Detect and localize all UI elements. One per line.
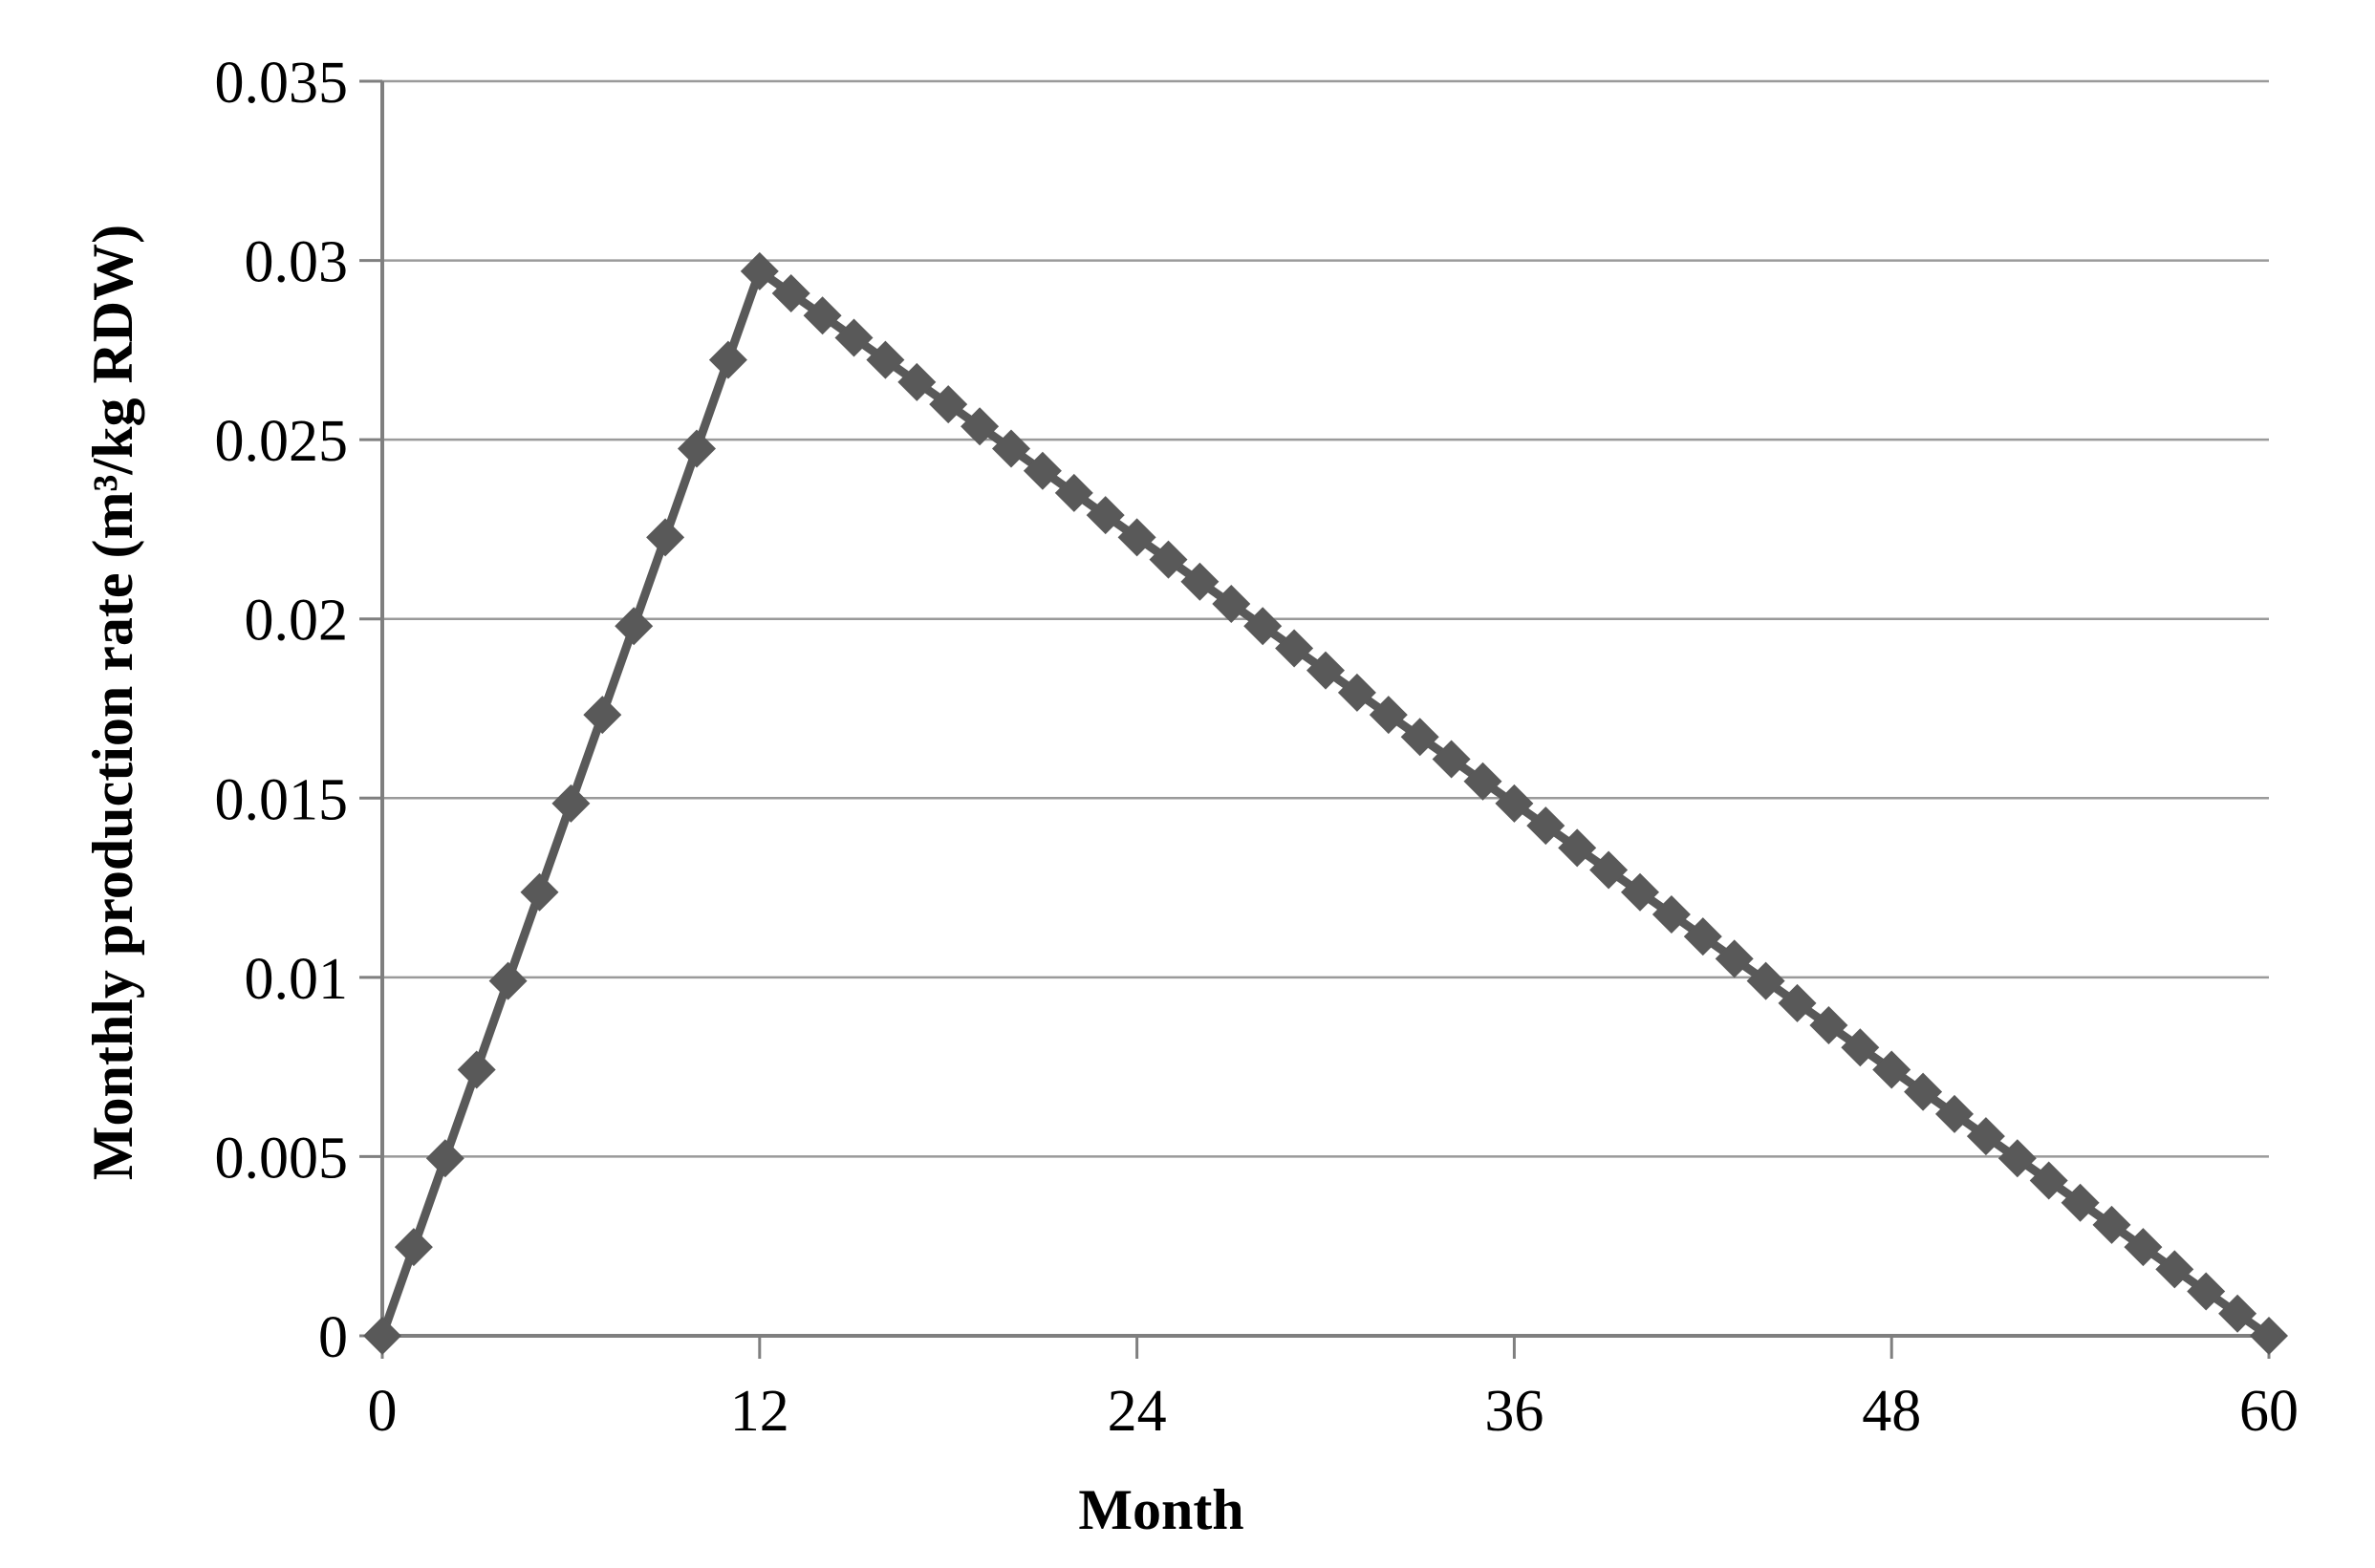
series-line: [378, 267, 2274, 1341]
y-tick-label: 0.005: [215, 1126, 349, 1191]
y-tick-label: 0.015: [215, 767, 349, 832]
y-tick-label: 0.03: [245, 230, 349, 295]
y-tick-label: 0.01: [245, 947, 349, 1012]
x-tick-label: 36: [1484, 1379, 1544, 1444]
data-series: [363, 251, 2288, 1356]
y-tick-label: 0.035: [215, 51, 349, 116]
gridlines: [382, 79, 2269, 1158]
x-axis-title: Month: [1078, 1478, 1243, 1541]
x-tick-label: 24: [1108, 1379, 1167, 1444]
tick-marks: [359, 79, 2271, 1359]
axes: [380, 81, 2269, 1338]
y-axis-title: Monthly production rate (m³/kg RDW): [81, 225, 144, 1180]
series-diamond-markers: [363, 251, 2288, 1356]
x-tick-label: 12: [730, 1379, 789, 1444]
x-tick-label: 48: [1862, 1379, 1921, 1444]
y-tick-label: 0.02: [245, 589, 349, 654]
y-tick-label: 0: [318, 1305, 348, 1370]
x-tick-label: 0: [368, 1379, 398, 1444]
y-tick-label: 0.025: [215, 409, 349, 474]
tick-labels: 0 0.005 0.01 0.015 0.02 0.025 0.03 0.035 0 12 24 36…: [215, 51, 2299, 1444]
x-tick-label: 60: [2239, 1379, 2299, 1444]
